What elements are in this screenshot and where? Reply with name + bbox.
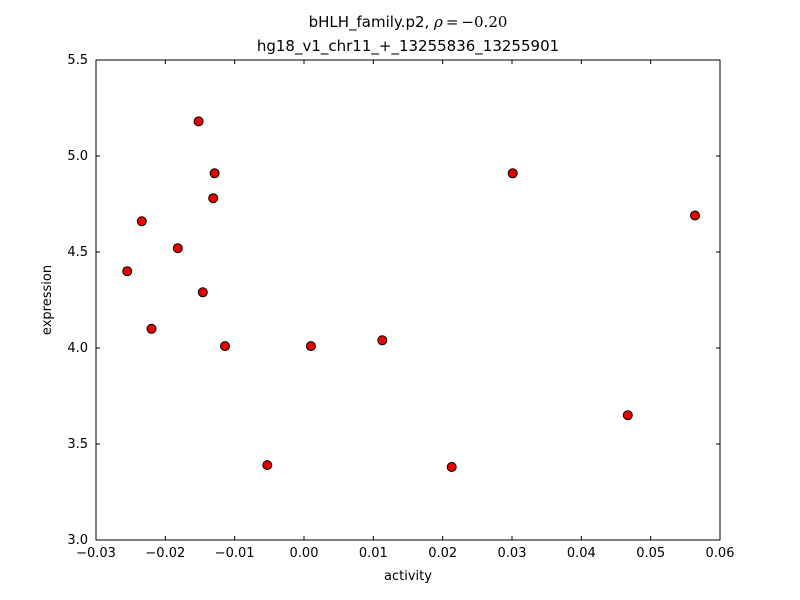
rho-value: = −0.20: [443, 13, 508, 31]
data-point: [507, 168, 518, 179]
data-point: [690, 210, 700, 221]
x-tick-label: 0.02: [428, 546, 457, 561]
rho-symbol: ρ: [433, 13, 443, 31]
chart-title-text: bHLH_family.p2,: [309, 13, 434, 32]
x-tick-label: 0.05: [636, 546, 665, 561]
data-point: [209, 168, 220, 179]
data-point: [197, 287, 208, 298]
plot-area: −0.03 −0.02 −0.01 0.00 0.01 0.02 0.03 0.04 0.05 0…: [67, 53, 734, 561]
x-tick-label: 0.00: [290, 546, 319, 561]
y-tick-label: 4.5: [67, 245, 88, 260]
x-tick-label: 0.06: [706, 546, 735, 561]
y-tick-label: 5.5: [67, 53, 88, 68]
data-point: [220, 341, 230, 352]
plot-frame: [95, 59, 721, 541]
chart-subtitle: hg18_v1_chr11_+_13255836_13255901: [257, 37, 559, 56]
data-point: [262, 460, 273, 471]
y-tick-label: 5.0: [67, 149, 88, 164]
x-axis-label: activity: [384, 569, 432, 584]
y-tick-label: 3.0: [67, 533, 88, 548]
data-point: [377, 335, 388, 346]
x-tick-label: −0.02: [145, 546, 185, 561]
data-point: [446, 462, 457, 472]
y-axis-label: expression: [40, 265, 55, 335]
data-point: [146, 323, 157, 334]
x-tick-label: 0.04: [567, 546, 596, 561]
chart-title: bHLH_family.p2, ρ = −0.20: [309, 13, 508, 32]
data-point: [622, 410, 633, 421]
x-tick-label: −0.01: [215, 546, 255, 561]
data-point: [172, 243, 183, 254]
y-tick-label: 4.0: [67, 341, 88, 356]
x-tick-label: −0.03: [76, 546, 116, 561]
x-tick-label: 0.03: [498, 546, 527, 561]
data-point: [122, 266, 133, 277]
data-point: [136, 216, 147, 227]
data-point: [193, 116, 204, 127]
data-point: [208, 193, 219, 204]
y-tick-label: 3.5: [67, 437, 88, 452]
data-point: [305, 341, 316, 352]
x-tick-label: 0.01: [359, 546, 388, 561]
